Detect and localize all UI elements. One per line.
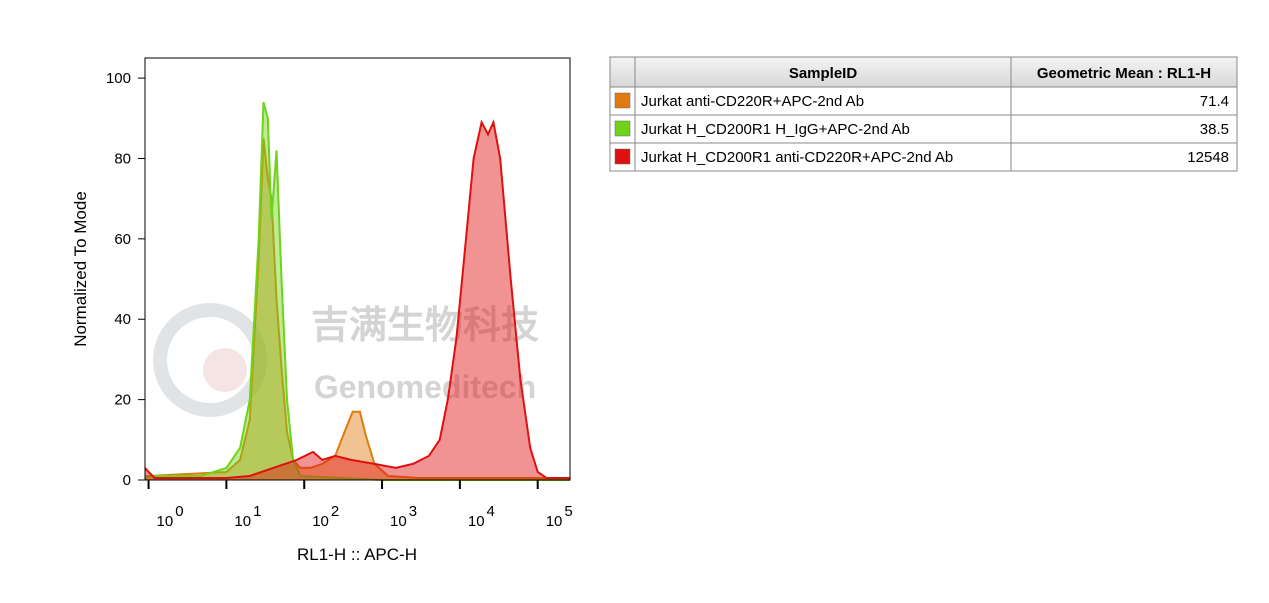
x-tick-label: 101: [234, 503, 261, 530]
legend-label: Jurkat H_CD200R1 H_IgG+APC-2nd Ab: [641, 121, 910, 138]
legend-label: Jurkat anti-CD220R+APC-2nd Ab: [641, 93, 864, 110]
y-tick-label: 20: [114, 392, 131, 409]
table-row: [609, 114, 1238, 144]
series-line: [145, 101, 570, 481]
y-tick-label: 60: [114, 231, 131, 248]
table-header: SampleID: [789, 65, 858, 82]
table-header: Geometric Mean : RL1-H: [1037, 65, 1211, 82]
legend-swatch: [614, 148, 631, 165]
y-tick-label: 100: [106, 70, 131, 87]
watermark-text: 吉满生物科技: [311, 305, 539, 347]
legend-table: SampleID Geometric Mean : RL1-H Jurkat ant…: [609, 56, 1238, 172]
x-tick-label: 104: [468, 503, 495, 530]
y-axis-title: Normalized To Mode: [71, 191, 90, 347]
x-tick-label: 102: [312, 503, 339, 530]
legend-swatch: [614, 92, 631, 109]
table-value: 71.4: [1200, 93, 1229, 110]
table-header-bg: [609, 56, 1238, 88]
y-tick-label: 80: [114, 150, 131, 167]
y-tick-label: 40: [114, 311, 131, 328]
table-value: 12548: [1187, 149, 1229, 166]
table-row: [609, 86, 1238, 116]
x-tick-label: 100: [157, 503, 184, 530]
table-row: [609, 142, 1238, 172]
x-tick-label: 103: [390, 503, 417, 530]
table-value: 38.5: [1200, 121, 1229, 138]
watermark-logo: [153, 303, 267, 417]
legend-label: Jurkat H_CD200R1 anti-CD220R+APC-2nd Ab: [641, 149, 953, 166]
series-line: [144, 118, 570, 479]
y-tick-label: 0: [123, 472, 131, 489]
legend-swatch: [614, 120, 631, 137]
watermark-text: Genomeditech: [314, 369, 536, 405]
x-tick-label: 105: [546, 503, 573, 530]
plot-area: [144, 101, 570, 481]
plot-frame: [144, 57, 571, 481]
x-axis-title: RL1-H :: APC-H: [297, 545, 417, 564]
series-area: [145, 122, 570, 481]
